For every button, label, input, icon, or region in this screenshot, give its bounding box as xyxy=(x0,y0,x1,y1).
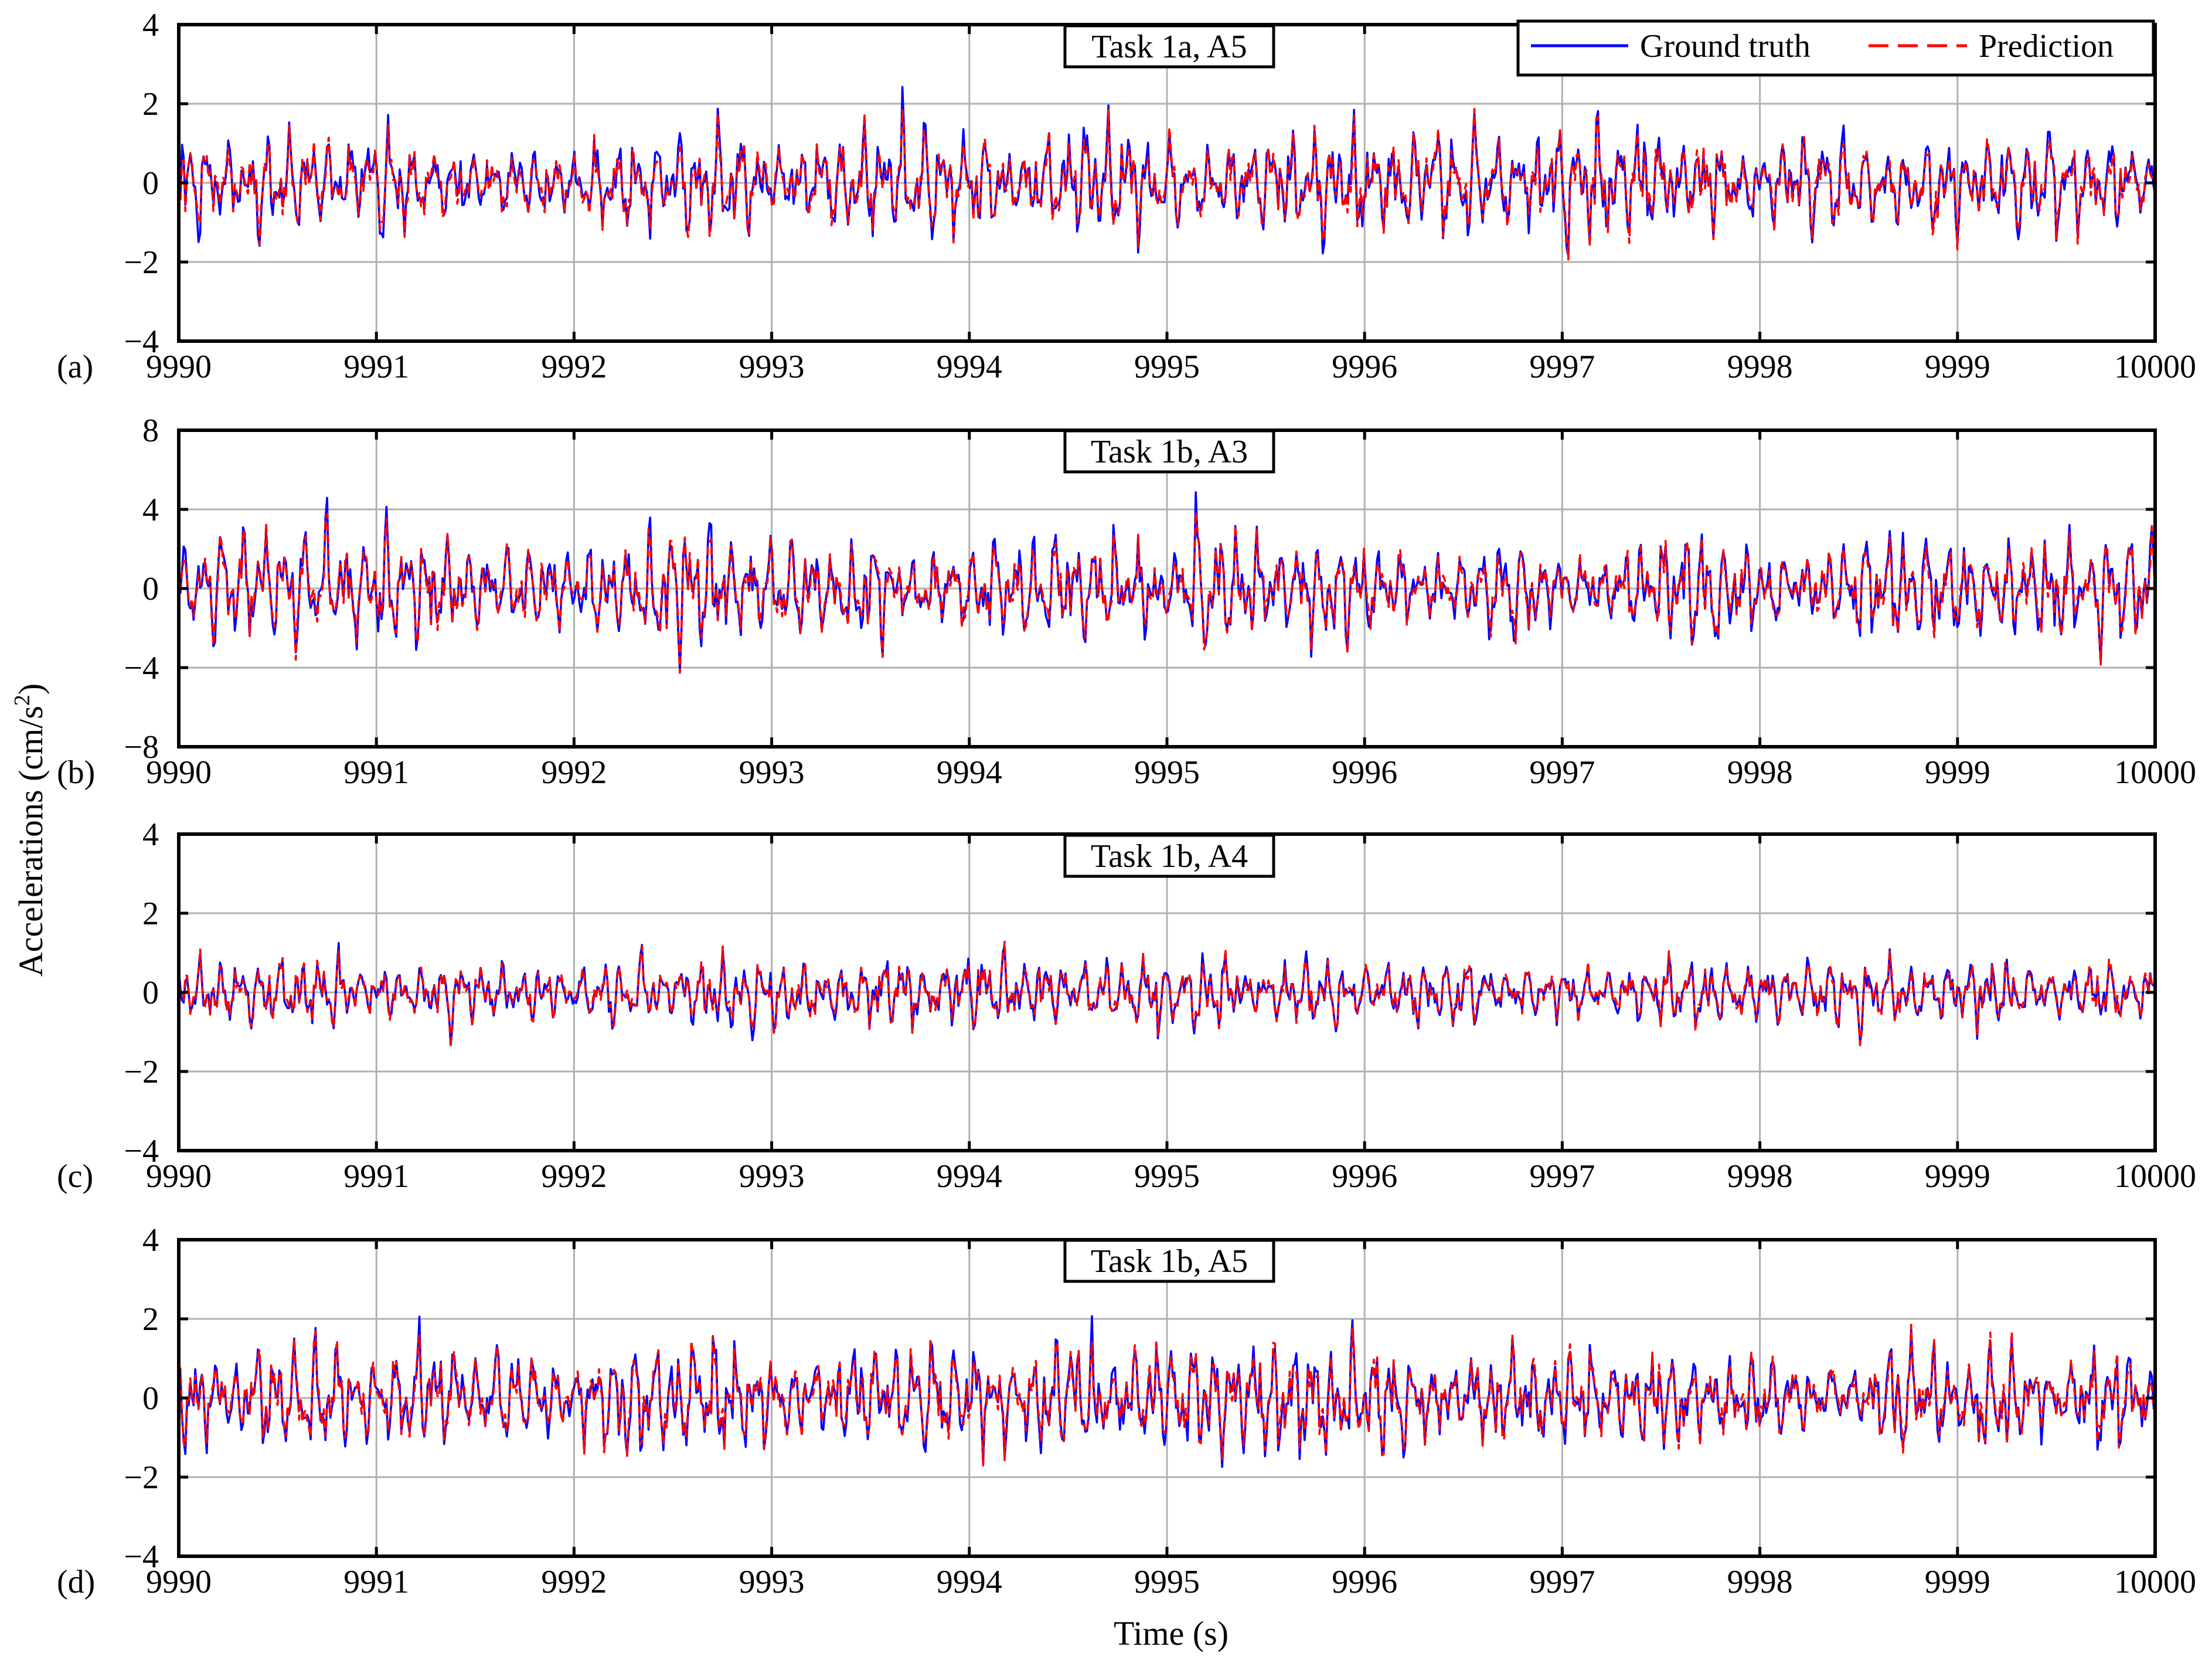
panel-d: 9990 9991 9992 9993 9994 9995 9996 9997 9998 9999… xyxy=(57,1222,2196,1600)
y-tick-label: 2 xyxy=(142,86,159,123)
panel-title: Task 1b, A3 xyxy=(1091,434,1248,470)
legend-ground-truth-label: Ground truth xyxy=(1640,28,1811,64)
x-tick-label: 9993 xyxy=(739,1564,805,1600)
x-tick-label: 9992 xyxy=(541,754,607,791)
x-tick-label: 9990 xyxy=(146,1564,212,1600)
series-prediction-line xyxy=(178,1324,2156,1467)
x-tick-label: 9998 xyxy=(1727,349,1793,385)
y-tick-label: 2 xyxy=(142,896,159,932)
x-tick-label: 9992 xyxy=(541,349,607,385)
x-tick-label: 9995 xyxy=(1134,1564,1200,1600)
panel-label: (c) xyxy=(57,1158,93,1195)
x-tick-label: 9999 xyxy=(1925,754,1990,791)
y-tick-label: 0 xyxy=(142,571,159,607)
y-tick-label: 2 xyxy=(142,1301,159,1338)
x-tick-label: 9991 xyxy=(343,1564,409,1600)
x-tick-label: 9996 xyxy=(1332,754,1397,791)
panel-label: (b) xyxy=(57,754,95,791)
y-tick-label: −2 xyxy=(124,244,159,281)
x-tick-label: 9991 xyxy=(343,754,409,791)
x-tick-label: 9991 xyxy=(343,349,409,385)
x-tick-label: 9999 xyxy=(1925,349,1990,385)
panel-title: Task 1b, A4 xyxy=(1091,838,1248,875)
x-tick-label: 9994 xyxy=(937,1564,1002,1600)
y-tick-label: −2 xyxy=(124,1054,159,1090)
x-tick-label: 9998 xyxy=(1727,1158,1793,1195)
x-tick-label: 9994 xyxy=(937,1158,1002,1195)
x-tick-label: 9996 xyxy=(1332,349,1397,385)
y-tick-label: 4 xyxy=(142,817,159,853)
panels: 9990 9991 9992 9993 9994 9995 9996 9997 9998 9999… xyxy=(57,7,2196,1600)
series-prediction-line xyxy=(178,108,2156,261)
x-tick-label: 9997 xyxy=(1529,1564,1595,1600)
y-tick-label: 4 xyxy=(142,7,159,43)
x-tick-label: 9990 xyxy=(146,1158,212,1195)
x-tick-label: 9997 xyxy=(1529,349,1595,385)
x-tick-label: 9992 xyxy=(541,1564,607,1600)
y-tick-label: −2 xyxy=(124,1460,159,1496)
y-tick-label: −4 xyxy=(124,324,159,360)
y-tick-label: −4 xyxy=(124,1539,159,1575)
y-tick-label: 4 xyxy=(142,492,159,528)
y-tick-label: 8 xyxy=(142,413,159,449)
panel-title-box xyxy=(1063,834,1275,878)
legend-box xyxy=(1516,19,2155,77)
y-axis-label: Accelerations (cm/s2) xyxy=(10,683,50,977)
legend-prediction-label: Prediction xyxy=(1979,28,2114,64)
x-tick-label: 9999 xyxy=(1925,1158,1990,1195)
y-tick-label: 0 xyxy=(142,165,159,202)
panel-title-box xyxy=(1063,1239,1275,1283)
x-tick-label: 10000 xyxy=(2114,754,2196,791)
x-tick-label: 9993 xyxy=(739,1158,805,1195)
series-prediction-line xyxy=(178,940,2156,1049)
y-tick-label: −4 xyxy=(124,650,159,686)
x-tick-label: 9995 xyxy=(1134,754,1200,791)
x-tick-label: 9998 xyxy=(1727,754,1793,791)
x-tick-label: 9996 xyxy=(1332,1158,1397,1195)
x-tick-label: 9995 xyxy=(1134,349,1200,385)
panel-title-box xyxy=(1063,24,1275,69)
y-tick-label: −4 xyxy=(124,1133,159,1169)
series-prediction-line xyxy=(178,511,2156,674)
y-axis-label-superscript: 2 xyxy=(10,695,35,706)
x-tick-label: 9997 xyxy=(1529,1158,1595,1195)
x-tick-label: 9999 xyxy=(1925,1564,1990,1600)
x-tick-label: 9990 xyxy=(146,349,212,385)
x-tick-label: 9991 xyxy=(343,1158,409,1195)
panel-label: (d) xyxy=(57,1564,95,1600)
x-tick-label: 9998 xyxy=(1727,1564,1793,1600)
panel-title: Task 1a, A5 xyxy=(1091,29,1247,65)
panel-c: 9990 9991 9992 9993 9994 9995 9996 9997 9998 9999… xyxy=(57,817,2196,1195)
x-tick-label: 9994 xyxy=(937,754,1002,791)
y-tick-label: 4 xyxy=(142,1222,159,1258)
y-axis-label-close: ) xyxy=(12,683,50,695)
x-axis-label: Time (s) xyxy=(1114,1614,1228,1652)
x-tick-label: 9995 xyxy=(1134,1158,1200,1195)
x-tick-label: 9997 xyxy=(1529,754,1595,791)
x-tick-label: 9993 xyxy=(739,349,805,385)
panel-title: Task 1b, A5 xyxy=(1091,1243,1248,1280)
y-tick-label: 0 xyxy=(142,975,159,1011)
x-tick-label: 9990 xyxy=(146,754,212,791)
y-axis-label-text: Accelerations (cm/s xyxy=(12,706,50,977)
panel-b: 9990 9991 9992 9993 9994 9995 9996 9997 9998 9999… xyxy=(57,413,2196,791)
x-tick-label: 10000 xyxy=(2114,1564,2196,1600)
x-tick-label: 10000 xyxy=(2114,349,2196,385)
panel-label: (a) xyxy=(57,349,93,385)
x-tick-label: 9996 xyxy=(1332,1564,1397,1600)
x-tick-label: 9994 xyxy=(937,349,1002,385)
y-tick-label: 0 xyxy=(142,1380,159,1417)
y-tick-label: −8 xyxy=(124,729,159,766)
panel-title-box xyxy=(1063,429,1275,474)
legend: Ground truth Prediction xyxy=(1516,19,2155,77)
x-tick-label: 9992 xyxy=(541,1158,607,1195)
x-tick-label: 10000 xyxy=(2114,1158,2196,1195)
x-tick-label: 9993 xyxy=(739,754,805,791)
panel-a: 9990 9991 9992 9993 9994 9995 9996 9997 9998 9999… xyxy=(57,7,2196,385)
